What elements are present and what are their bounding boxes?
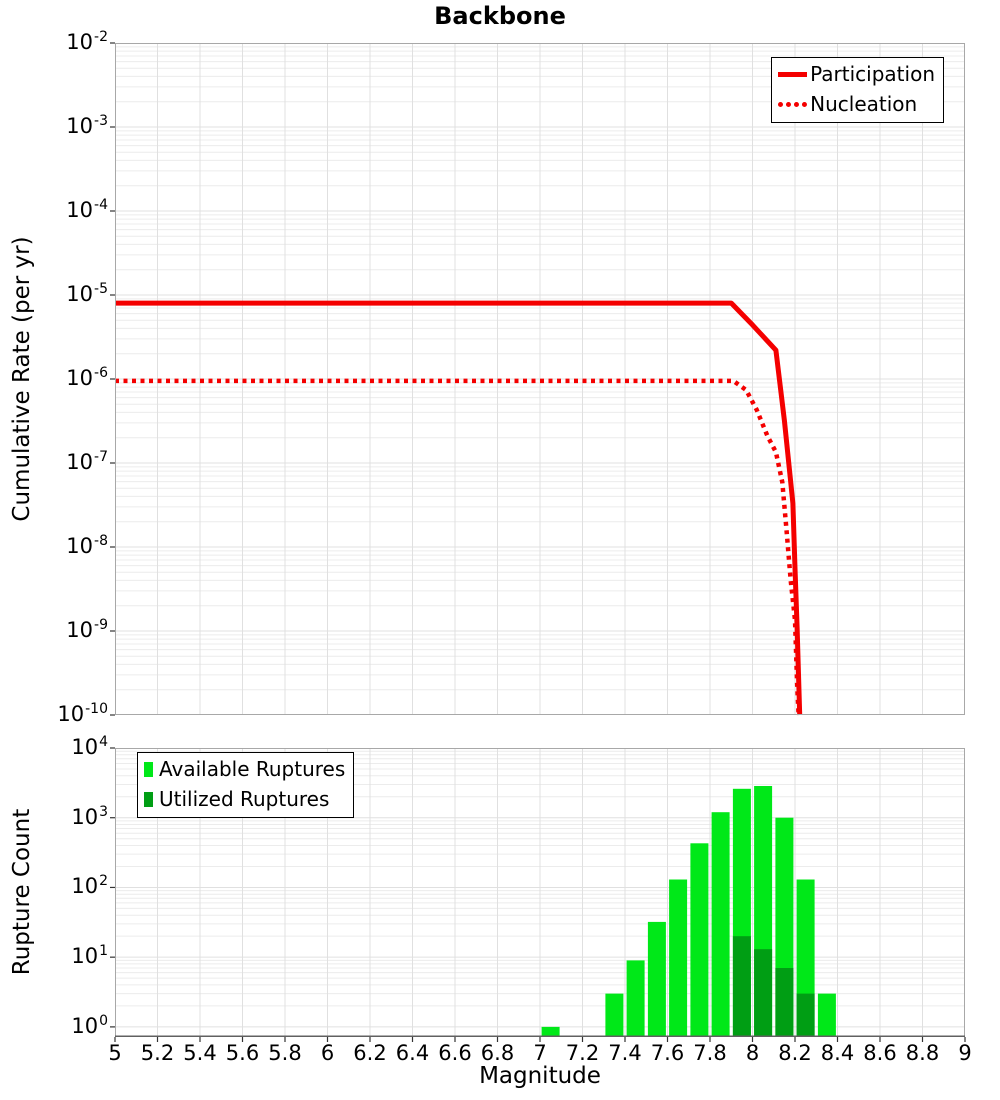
bar xyxy=(817,993,836,1037)
y-tick-label: 10-6 xyxy=(66,364,108,390)
utilized-ruptures-swatch xyxy=(144,792,153,807)
x-tick-label: 8.8 xyxy=(905,1041,940,1065)
y-tick-label: 100 xyxy=(71,1012,108,1038)
x-tick-marks xyxy=(114,1037,966,1042)
x-tick-label: 5.8 xyxy=(268,1041,302,1065)
x-tick-label: 8.6 xyxy=(863,1041,897,1065)
legend-label-participation: Participation xyxy=(810,62,935,86)
x-tick-label: 5 xyxy=(108,1041,122,1065)
x-tick-label: 8.4 xyxy=(820,1041,855,1065)
bar xyxy=(669,879,688,1037)
rate-legend: Participation Nucleation xyxy=(771,57,944,123)
x-tick-label: 6.4 xyxy=(395,1041,430,1065)
y-tick-label: 104 xyxy=(71,733,108,759)
bar xyxy=(647,921,666,1037)
y-tick-label: 10-8 xyxy=(66,532,108,558)
rate-plot-svg xyxy=(110,42,965,716)
utilized-ruptures-bars xyxy=(732,936,815,1037)
bar xyxy=(775,968,794,1037)
y-tick-label: 10-7 xyxy=(66,448,108,474)
x-tick-label: 8.2 xyxy=(778,1041,812,1065)
plot-border xyxy=(115,43,965,715)
y-tick-label: 10-9 xyxy=(66,616,108,642)
y-tick-label: 10-5 xyxy=(66,280,108,306)
y-tick-label: 10-4 xyxy=(66,196,108,222)
legend-item-utilized: Utilized Ruptures xyxy=(144,787,345,812)
nucleation-line-sample xyxy=(778,102,808,107)
y-tick-label: 10-10 xyxy=(57,700,108,726)
x-tick-label: 7.6 xyxy=(650,1041,685,1065)
x-tick-label: 5.2 xyxy=(140,1041,175,1065)
chart-title: Backbone xyxy=(434,2,566,30)
legend-item-available: Available Ruptures xyxy=(144,757,345,782)
x-tick-label: 5.6 xyxy=(225,1041,260,1065)
y-axis-label-count: Rupture Count xyxy=(9,808,35,976)
rate-plot-area xyxy=(110,42,965,716)
bar xyxy=(541,1026,560,1037)
x-tick-label: 7.8 xyxy=(693,1041,727,1065)
x-tick-label: 9 xyxy=(958,1041,972,1065)
x-tick-label: 6.6 xyxy=(438,1041,472,1065)
y-tick-label: 10-2 xyxy=(66,28,108,54)
y-axis-label-rate: Cumulative Rate (per yr) xyxy=(9,236,35,522)
y-tick-label: 10-3 xyxy=(66,112,108,138)
x-tick-label: 8 xyxy=(745,1041,760,1065)
y-tick-label: 103 xyxy=(71,803,108,829)
x-tick-label: 5.4 xyxy=(183,1041,217,1065)
count-plot-area xyxy=(110,747,966,1042)
bar xyxy=(690,843,709,1037)
participation-line xyxy=(115,300,803,716)
bar xyxy=(605,993,624,1037)
x-axis-label-magnitude: Magnitude xyxy=(479,1063,601,1089)
available-ruptures-swatch xyxy=(144,762,153,777)
legend-item-nucleation: Nucleation xyxy=(778,92,935,117)
y-tick-marks xyxy=(110,747,115,1028)
legend-item-participation: Participation xyxy=(778,62,935,87)
legend-label-nucleation: Nucleation xyxy=(810,92,918,116)
legend-label-available: Available Ruptures xyxy=(159,757,346,781)
x-tick-label: 7.4 xyxy=(608,1041,642,1065)
x-tick-label: 7 xyxy=(533,1041,547,1065)
nucleation-line xyxy=(115,378,801,716)
x-tick-label: 6.8 xyxy=(480,1041,515,1065)
x-tick-label: 6 xyxy=(320,1041,335,1065)
x-tick-label: 7.2 xyxy=(565,1041,600,1065)
rupture-legend: Available Ruptures Utilized Ruptures xyxy=(137,752,355,818)
bar xyxy=(754,949,773,1037)
bar xyxy=(796,993,815,1037)
legend-label-utilized: Utilized Ruptures xyxy=(159,787,330,811)
bar xyxy=(711,812,730,1037)
y-tick-marks xyxy=(110,42,115,716)
y-tick-label: 102 xyxy=(71,873,108,899)
x-tick-label: 6.2 xyxy=(353,1041,387,1065)
y-tick-label: 101 xyxy=(71,942,108,968)
count-plot-svg xyxy=(110,747,966,1042)
bar xyxy=(626,960,645,1037)
participation-line-sample xyxy=(778,72,808,77)
bar xyxy=(732,936,751,1037)
